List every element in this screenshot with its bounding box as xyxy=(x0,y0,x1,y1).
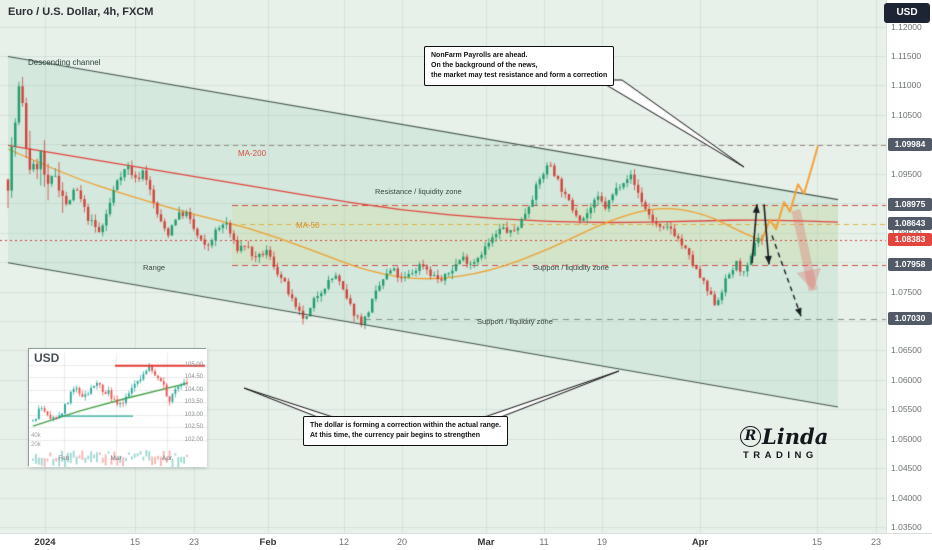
inset-price-label: 104.00 xyxy=(184,386,203,393)
inset-symbol-watermark: USD xyxy=(34,351,60,365)
price-axis[interactable]: 1.120001.115001.110001.105001.100001.095… xyxy=(886,0,932,533)
inset-price-label: 102.50 xyxy=(184,424,203,431)
inset-month-label: Feb xyxy=(58,455,70,462)
price-tick-label: 1.04000 xyxy=(891,492,922,503)
time-tick-label: Mar xyxy=(477,537,495,548)
inset-price-label: 104.50 xyxy=(184,374,203,381)
time-tick-label: 2024 xyxy=(34,537,56,548)
price-tick-label: 1.04500 xyxy=(891,463,922,474)
logo-subtitle: TRADING xyxy=(743,450,818,461)
current-price-badge: 1.08383 xyxy=(888,232,932,246)
inset-price-label: 103.50 xyxy=(184,399,203,406)
callout-line: the market may test resistance and form … xyxy=(431,72,608,80)
callout-nonfarm-payrolls[interactable]: NonFarm Payrolls are ahead. On the backg… xyxy=(424,46,615,87)
inset-volume-label: 40k xyxy=(31,433,41,439)
inset-chart-canvas xyxy=(29,349,207,467)
currency-usd-button[interactable]: USD xyxy=(884,3,930,23)
time-tick-label: 20 xyxy=(396,537,408,547)
price-level-badge: 1.09984 xyxy=(888,138,932,152)
time-tick-label: 19 xyxy=(596,537,608,547)
price-level-badge: 1.07958 xyxy=(888,257,932,271)
price-tick-label: 1.05500 xyxy=(891,404,922,415)
time-tick-label: 12 xyxy=(338,537,350,547)
price-tick-label: 1.12000 xyxy=(891,21,922,32)
price-level-badge: 1.07030 xyxy=(888,312,932,326)
symbol-title: Euro / U.S. Dollar, 4h, FXCM xyxy=(8,6,154,18)
callout-line: NonFarm Payrolls are ahead. xyxy=(431,52,528,59)
time-tick-label: 15 xyxy=(129,537,141,547)
inset-price-label: 103.00 xyxy=(184,411,203,418)
price-tick-label: 1.09500 xyxy=(891,168,922,179)
inset-month-label: Apr xyxy=(161,455,173,462)
price-tick-label: 1.11000 xyxy=(891,80,922,91)
inset-month-label: Mar xyxy=(110,455,122,462)
price-tick-label: 1.06500 xyxy=(891,345,922,356)
inset-usd-index-chart[interactable]: USD 105.00 104.50 104.00 103.50 103.00 102.50… xyxy=(28,348,207,467)
price-tick-label: 1.06000 xyxy=(891,374,922,385)
logo-name: Linda xyxy=(762,424,829,449)
time-tick-label: 23 xyxy=(188,537,200,547)
price-tick-label: 1.07500 xyxy=(891,286,922,297)
callout-line: At this time, the currency pair begins t… xyxy=(310,432,480,440)
callout-line: The dollar is forming a correction withi… xyxy=(310,422,501,429)
callout-line: On the background of the news, xyxy=(431,62,538,70)
price-level-badge: 1.08975 xyxy=(888,197,932,211)
brand-logo: R Linda TRADING xyxy=(740,424,828,461)
time-tick-label: 23 xyxy=(870,537,882,547)
callout-dollar-correction[interactable]: The dollar is forming a correction withi… xyxy=(303,416,508,447)
time-tick-label: Apr xyxy=(691,537,709,548)
price-tick-label: 1.05000 xyxy=(891,433,922,444)
inset-volume-label: 20k xyxy=(31,442,41,448)
price-tick-label: 1.10500 xyxy=(891,109,922,120)
time-tick-label: 15 xyxy=(811,537,823,547)
price-tick-label: 1.11500 xyxy=(891,50,922,61)
time-axis[interactable]: 2024 15 23 Feb 12 20 Mar 11 19 Apr 15 23 xyxy=(0,533,932,550)
price-level-badge: 1.08643 xyxy=(888,217,932,231)
time-tick-label: 11 xyxy=(539,537,549,547)
inset-price-label: 102.00 xyxy=(184,436,203,443)
inset-price-label: 105.00 xyxy=(184,361,203,368)
logo-r-icon: R xyxy=(740,426,761,447)
price-tick-label: 1.03500 xyxy=(891,522,922,533)
time-tick-label: Feb xyxy=(259,537,277,548)
